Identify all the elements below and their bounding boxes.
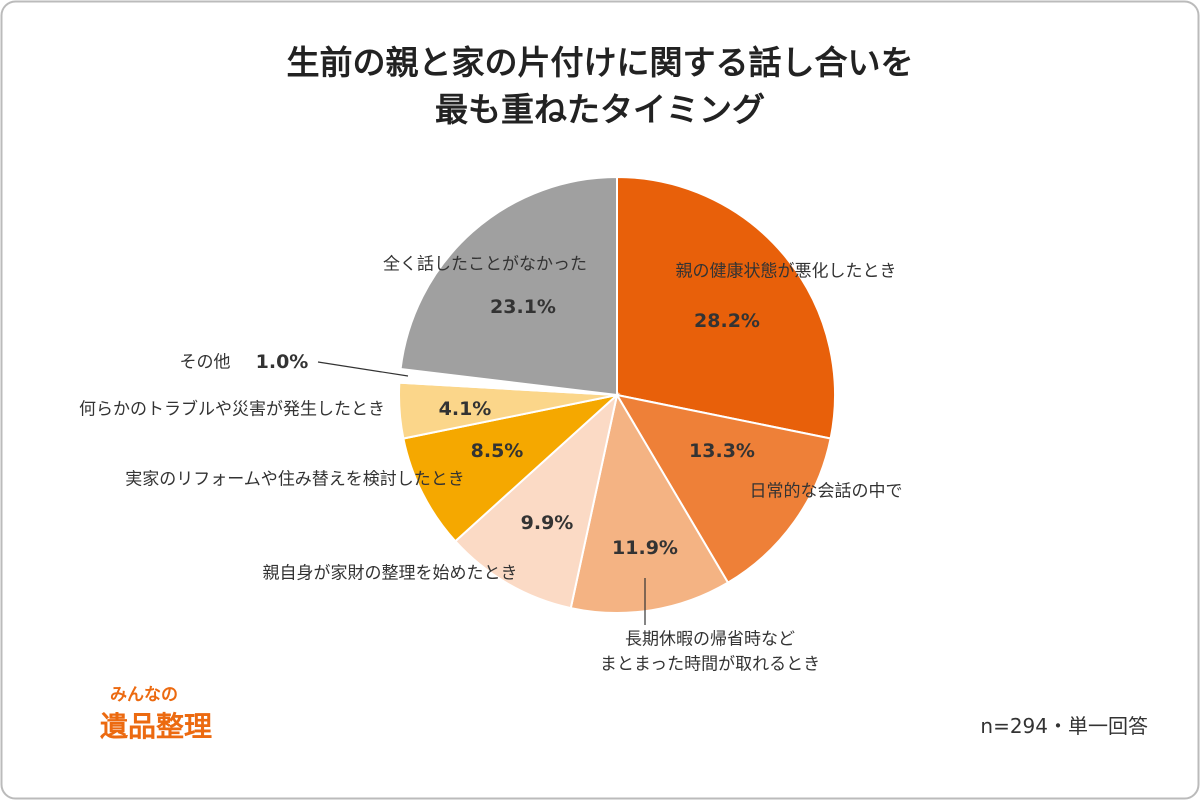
category-label: 全く話したことがなかった xyxy=(383,254,587,275)
logo: みんなの 遺品整理 xyxy=(100,680,212,745)
leader-line xyxy=(317,361,409,377)
logo-bottom: 遺品整理 xyxy=(100,710,213,743)
category-label: 日常的な会話の中で xyxy=(749,481,903,502)
value-label: 1.0% xyxy=(255,351,309,374)
pie-slice xyxy=(402,393,621,543)
pie xyxy=(398,175,836,614)
logo-top: みんなの xyxy=(110,685,178,705)
category-label: 長期休暇の帰省時など まとまった時間が取れるとき xyxy=(599,629,821,674)
value-label: 23.1% xyxy=(490,296,556,319)
pie-slice xyxy=(614,393,832,585)
note: n=294・単一回答 xyxy=(980,714,1148,738)
value-label: 11.9% xyxy=(612,537,678,560)
value-label: 13.3% xyxy=(689,440,755,463)
category-label: 何らかのトラブルや災害が発生したとき xyxy=(79,399,385,420)
value-label: 4.1% xyxy=(438,398,492,421)
category-label: その他 xyxy=(179,352,231,373)
category-label: 親自身が家財の整理を始めたとき xyxy=(262,563,518,584)
category-label: 親の健康状態が悪化したとき xyxy=(675,261,897,282)
value-label: 9.9% xyxy=(520,512,574,535)
pie-slice xyxy=(453,392,619,610)
category-label: 実家のリフォームや住み替えを検討したとき xyxy=(125,469,465,490)
value-label: 28.2% xyxy=(694,310,760,333)
pie-slice xyxy=(399,175,618,397)
value-label: 8.5% xyxy=(470,440,524,463)
pie-slice xyxy=(569,392,730,614)
chart-title: 生前の親と家の片付けに関する話し合いを 最も重ねたタイミング xyxy=(286,43,914,129)
pie-slice xyxy=(616,175,836,440)
